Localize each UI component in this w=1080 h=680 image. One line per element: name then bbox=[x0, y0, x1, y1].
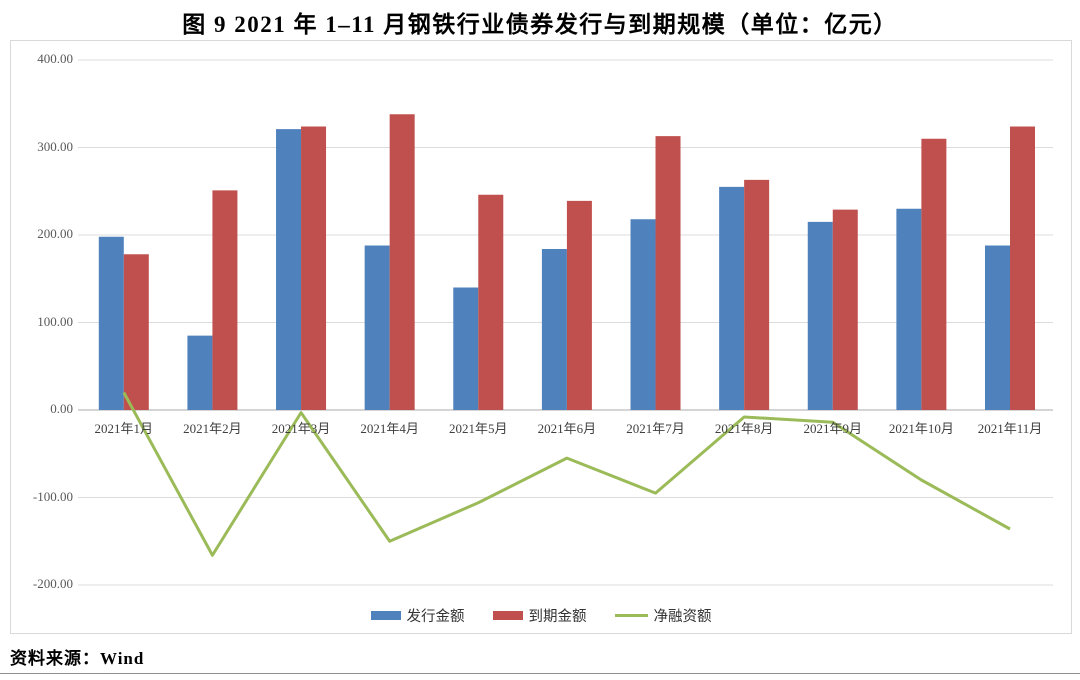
x-tick-label: 2021年11月 bbox=[977, 421, 1043, 436]
x-tick-label: 2021年10月 bbox=[888, 421, 954, 436]
legend-item-issuance: 发行金额 bbox=[370, 605, 465, 626]
x-tick-label: 2021年1月 bbox=[94, 421, 154, 436]
y-tick-label: 400.00 bbox=[37, 51, 73, 66]
maturity-bar-9 bbox=[832, 209, 858, 410]
source-note: 资料来源：Wind bbox=[10, 649, 145, 668]
maturity-bar-4 bbox=[389, 114, 415, 410]
issuance-bar-2 bbox=[187, 335, 213, 410]
issuance-bar-3 bbox=[276, 129, 302, 410]
legend-label-issuance: 发行金额 bbox=[406, 608, 465, 625]
chart-svg bbox=[78, 59, 1053, 586]
x-axis: 2021年1月 2021年2月 2021年3月 2021年4月 2021年5月 2021年… bbox=[11, 41, 1071, 633]
issuance-bar-6 bbox=[541, 249, 567, 410]
issuance-bar-7 bbox=[630, 219, 656, 410]
issuance-bar-11 bbox=[985, 245, 1010, 410]
legend-swatch-maturity bbox=[492, 610, 523, 620]
x-tick-label: 2021年9月 bbox=[803, 421, 863, 436]
maturity-bar-3 bbox=[301, 126, 327, 410]
maturity-bar-11 bbox=[1010, 126, 1035, 410]
x-tick-label: 2021年3月 bbox=[271, 421, 331, 436]
x-tick-label: 2021年2月 bbox=[183, 421, 242, 436]
chart-area: 400.00 300.00 200.00 100.00 0.00 -100.00 -200.… bbox=[10, 40, 1072, 634]
issuance-bar-4 bbox=[364, 245, 390, 410]
issuance-bar-10 bbox=[896, 208, 922, 410]
chart-title: 图 9 2021 年 1–11 月钢铁行业债券发行与到期规模（单位：亿元） bbox=[182, 12, 898, 37]
y-tick-label: 300.00 bbox=[37, 138, 73, 154]
maturity-bar-8 bbox=[744, 179, 770, 410]
y-tick-label: 100.00 bbox=[37, 313, 73, 329]
legend-label-maturity: 到期金额 bbox=[528, 608, 587, 625]
x-tick-label: 2021年7月 bbox=[626, 421, 685, 436]
x-tick-label: 2021年8月 bbox=[714, 421, 774, 436]
bottom-divider bbox=[0, 673, 1080, 674]
maturity-bar-10 bbox=[921, 138, 947, 410]
maturity-bar-7 bbox=[655, 136, 681, 410]
y-tick-label: 200.00 bbox=[37, 226, 73, 241]
net-financing-line bbox=[122, 391, 1011, 557]
maturity-bar-5 bbox=[478, 194, 504, 410]
x-tick-label: 2021年4月 bbox=[360, 421, 419, 436]
y-tick-label: -100.00 bbox=[32, 488, 73, 504]
maturity-bar-1 bbox=[123, 254, 149, 410]
chart-legend: 发行金额 到期金额 净融资额 bbox=[11, 602, 1071, 628]
legend-label-net: 净融资额 bbox=[653, 608, 712, 625]
issuance-bar-1 bbox=[98, 236, 124, 410]
maturity-bar-6 bbox=[566, 200, 592, 410]
issuance-bar-9 bbox=[807, 221, 833, 410]
maturity-bar-2 bbox=[212, 190, 238, 410]
x-tick-label: 2021年6月 bbox=[537, 421, 597, 436]
y-tick-label: -200.00 bbox=[32, 576, 73, 591]
y-axis: 400.00 300.00 200.00 100.00 0.00 -100.00 -200.… bbox=[11, 41, 1071, 633]
y-tick-label: 0.00 bbox=[50, 401, 73, 416]
legend-swatch-net bbox=[614, 613, 648, 617]
issuance-bar-8 bbox=[719, 186, 745, 410]
issuance-bar-5 bbox=[453, 287, 479, 410]
legend-item-maturity: 到期金额 bbox=[492, 605, 587, 626]
legend-swatch-issuance bbox=[370, 610, 401, 620]
x-tick-label: 2021年5月 bbox=[449, 421, 508, 436]
legend-item-net: 净融资额 bbox=[614, 605, 712, 626]
